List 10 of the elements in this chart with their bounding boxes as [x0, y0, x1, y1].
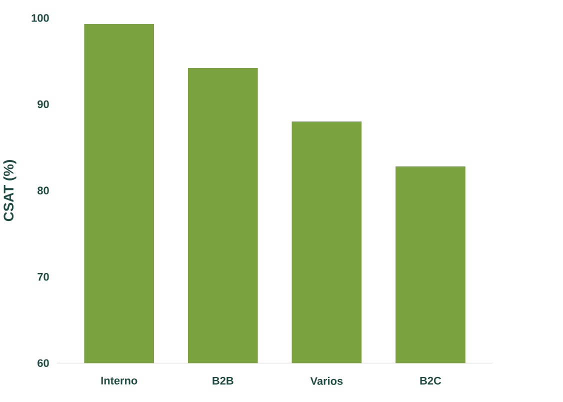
x-tick-label: B2C [420, 376, 442, 385]
y-tick-label: 70 [38, 272, 49, 281]
y-tick-label: 80 [38, 186, 49, 194]
x-tick-label: Interno [101, 376, 138, 384]
x-tick-label: B2B [212, 376, 234, 384]
y-axis-title: CSAT (%) [3, 160, 16, 222]
x-tick-label: Varios [310, 376, 343, 385]
y-tick-label: 100 [32, 14, 49, 22]
y-tick-label: 60 [38, 359, 49, 367]
y-tick-label: 90 [38, 100, 49, 108]
